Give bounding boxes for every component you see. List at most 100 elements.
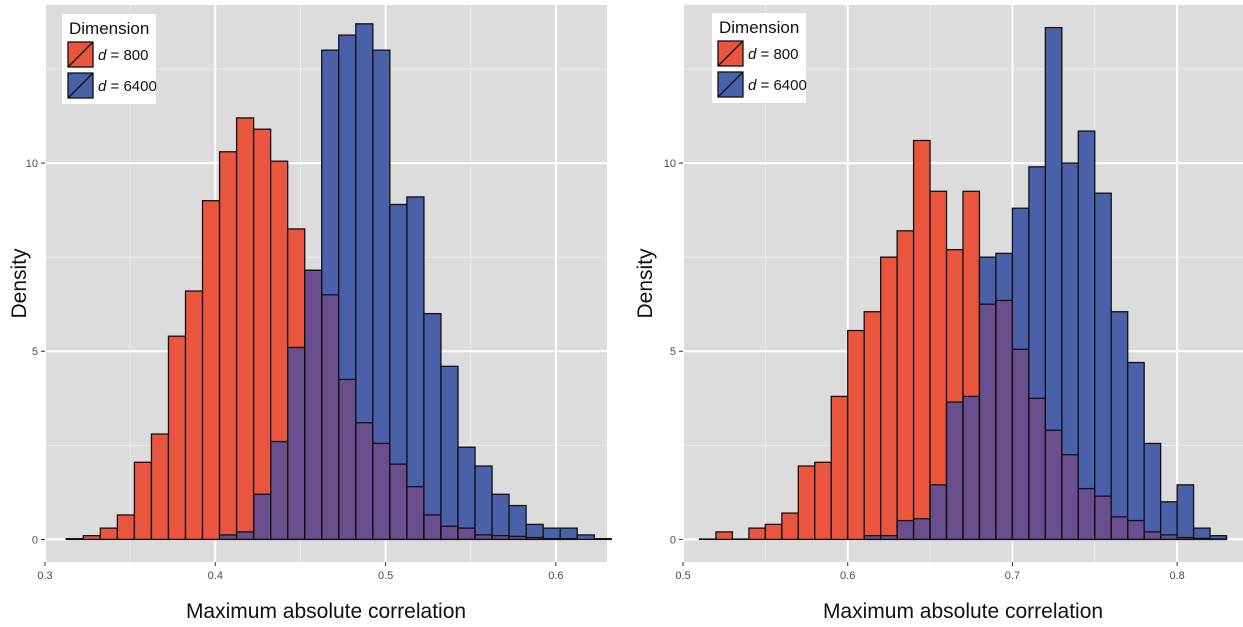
bar-overlap: [1078, 488, 1095, 540]
y-axis-title: Density: [8, 248, 31, 319]
legend-key-diagonal: [67, 72, 94, 99]
y-tick-label: 5: [32, 346, 38, 358]
bar-d800: [765, 524, 782, 540]
bar-overlap: [321, 294, 339, 540]
bar-overlap: [913, 518, 931, 540]
bar-d800: [880, 257, 898, 536]
histogram-bars: [698, 26, 1228, 541]
legend-title: Dimension: [69, 19, 149, 38]
bar-d6400: [1193, 528, 1211, 539]
y-tick-label: 0: [670, 534, 676, 546]
bar-d800: [897, 230, 914, 521]
bar-outline-d6400: [1143, 442, 1162, 541]
x-tick-label: 0.7: [1005, 570, 1020, 582]
bar-overlap: [1045, 430, 1062, 540]
x-tick-label: 0.4: [208, 570, 223, 582]
bar-overlap: [423, 514, 441, 540]
bar-overlap: [897, 520, 914, 540]
bar-overlap: [270, 441, 288, 540]
x-tick-label: 0.6: [548, 570, 563, 582]
bar-d800: [202, 200, 220, 540]
bar-d6400: [560, 528, 578, 539]
bar-d6400: [1144, 443, 1161, 532]
y-tick-label: 10: [664, 158, 676, 170]
bar-overlap: [406, 486, 424, 540]
bar-d6400: [475, 466, 493, 535]
bar-d6400: [457, 447, 476, 529]
bar-d6400: [1127, 362, 1145, 521]
x-tick-label: 0.3: [37, 570, 52, 582]
bar-outline-d6400: [1176, 484, 1195, 541]
bar-d800: [814, 462, 832, 540]
histogram-bars: [65, 23, 612, 541]
bar-overlap: [1177, 537, 1194, 540]
bar-d800: [236, 117, 254, 532]
bar-d6400: [543, 528, 561, 539]
bar-d6400: [406, 196, 424, 487]
bar-d6400: [1045, 27, 1062, 431]
bar-d800: [781, 513, 799, 540]
bar-d800: [100, 528, 118, 540]
bar-d6400: [423, 313, 441, 515]
bar-d6400: [979, 257, 996, 305]
bar-outline-d6400: [593, 538, 612, 541]
bar-d800: [963, 191, 980, 397]
legend: Dimension d = 800 d = 6400: [712, 13, 807, 103]
bar-d6400: [509, 505, 527, 537]
bar-overlap: [492, 535, 510, 540]
bar-d6400: [492, 494, 510, 536]
bar-d6400: [1028, 166, 1046, 399]
bar-overlap: [372, 443, 390, 540]
bar-d6400: [1111, 311, 1128, 517]
x-tick-label: 0.8: [1169, 570, 1184, 582]
bar-d800: [798, 466, 815, 540]
bar-d800: [185, 291, 203, 540]
bar-d800: [117, 514, 135, 540]
bar-d800: [287, 228, 305, 348]
bar-overlap: [1094, 496, 1112, 540]
right-histogram-panel: 0.5 0.6 0.7 0.8 0 5 10 Maximum absolute correla…: [634, 5, 1243, 623]
bar-overlap: [304, 270, 322, 540]
bar-d6400: [995, 253, 1013, 301]
bar-overlap: [338, 379, 356, 540]
legend-key-diagonal: [717, 40, 744, 67]
bar-outline-d6400: [508, 504, 527, 541]
legend-label-1: d = 6400: [98, 78, 157, 95]
axes: 0.5 0.6 0.7 0.8 0 5 10 Maximum absolute correla…: [634, 158, 1185, 623]
legend-title: Dimension: [719, 18, 799, 37]
bar-outline-d6400: [1192, 527, 1211, 541]
axes: 0.3 0.4 0.5 0.6 0 5 10 Maximum absolute correla…: [8, 158, 564, 623]
bar-d800: [930, 191, 947, 485]
bar-outline-d6400: [559, 527, 578, 541]
y-tick-label: 10: [26, 158, 38, 170]
bar-d6400: [355, 23, 373, 423]
bar-d6400: [1160, 501, 1178, 535]
bar-d800: [715, 531, 733, 540]
bar-overlap: [1028, 398, 1046, 540]
bar-d6400: [1094, 193, 1112, 497]
bar-d6400: [321, 50, 339, 295]
bar-d6400: [1210, 535, 1227, 540]
bar-d6400: [577, 534, 595, 540]
bar-overlap: [253, 494, 271, 540]
bar-d6400: [372, 50, 390, 444]
y-axis-title: Density: [634, 248, 657, 319]
left-histogram-panel: 0.3 0.4 0.5 0.6 0 5 10 Maximum absolute correla…: [8, 5, 612, 623]
bar-d6400: [1061, 163, 1079, 455]
bar-overlap: [995, 300, 1013, 540]
bar-d800: [151, 434, 169, 540]
bar-overlap: [355, 422, 373, 540]
x-tick-label: 0.6: [840, 570, 855, 582]
bar-d800: [253, 129, 271, 495]
bar-d6400: [1177, 484, 1194, 538]
bar-overlap: [930, 484, 947, 540]
bar-overlap: [526, 537, 544, 540]
bar-d6400: [1078, 131, 1095, 489]
y-tick-label: 0: [32, 534, 38, 546]
x-tick-label: 0.5: [378, 570, 393, 582]
bar-d800: [270, 161, 288, 442]
bar-overlap: [440, 526, 458, 540]
bar-d800: [134, 462, 152, 540]
legend-key-diagonal: [717, 71, 744, 98]
